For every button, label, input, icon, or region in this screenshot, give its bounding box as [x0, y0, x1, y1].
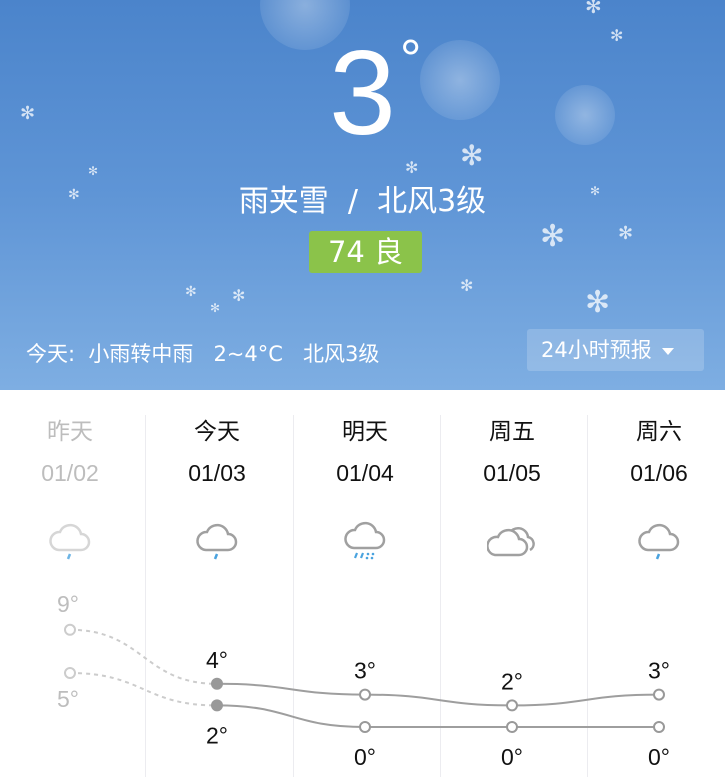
high-label: 3°: [648, 658, 670, 684]
low-point: [653, 721, 665, 733]
light-rain-icon: [49, 523, 91, 560]
day-column[interactable]: 昨天 01/02: [0, 390, 143, 777]
degree-symbol: °: [399, 29, 422, 89]
day-label: 明天: [342, 419, 388, 445]
light-rain-icon: [196, 523, 238, 560]
wind-info: 北风3级: [377, 184, 487, 219]
cloudy-icon: [487, 527, 535, 557]
light-rain-icon: [638, 523, 680, 560]
day-date: 01/04: [336, 460, 394, 486]
day-label: 今天: [194, 419, 240, 445]
high-point: [653, 688, 665, 701]
weather-condition: 雨夹雪: [238, 184, 329, 219]
low-label: 2°: [206, 722, 228, 748]
temperature-chart: 9° 4° 3° 2° 3° 5° 2° 0° 0° 0°: [57, 591, 670, 770]
high-line-segment: [364, 693, 513, 707]
column-divider: [440, 415, 441, 777]
low-point: [64, 667, 76, 679]
high-line-segment: [69, 628, 218, 685]
low-point: [211, 699, 223, 712]
snowflake-icon: ✻: [585, 285, 611, 320]
low-label: 5°: [57, 686, 79, 712]
current-temperature: 3 °: [0, 28, 725, 158]
low-point: [359, 721, 371, 733]
high-point: [64, 623, 76, 636]
snowflake-icon: ✻: [185, 284, 197, 300]
low-point: [506, 721, 518, 733]
day-column[interactable]: 明天 01/04: [292, 390, 438, 777]
separator: /: [347, 184, 358, 219]
aqi-badge[interactable]: 74 良: [309, 231, 422, 273]
snowflake-icon: ✻: [590, 184, 601, 198]
day-label: 周六: [636, 419, 682, 445]
low-label: 0°: [648, 744, 670, 770]
snowflake-icon: ✻: [88, 164, 99, 178]
low-label: 0°: [501, 744, 523, 770]
day-date: 01/03: [188, 460, 246, 486]
snowflake-icon: ✻: [540, 219, 566, 254]
low-line-segment: [216, 704, 366, 728]
high-line-segment: [216, 682, 366, 696]
high-line-segment: [511, 693, 660, 707]
snowflake-icon: ✻: [610, 26, 624, 45]
snowflake-icon: ✻: [210, 301, 221, 315]
snowflake-icon: ✻: [68, 187, 80, 203]
day-date: 01/06: [630, 460, 688, 486]
column-divider: [145, 415, 146, 777]
snowflake-icon: ✻: [585, 0, 602, 18]
column-divider: [293, 415, 294, 777]
day-column[interactable]: 今天 01/03: [144, 390, 290, 777]
temperature-value: 3: [329, 26, 396, 160]
high-label: 4°: [206, 647, 228, 673]
snowflake-icon: ✻: [20, 103, 36, 124]
snowflake-icon: ✻: [460, 139, 484, 172]
high-point: [506, 699, 518, 712]
hourly-forecast-button[interactable]: 24小时预报: [527, 329, 704, 371]
day-label: 周五: [489, 419, 535, 445]
day-column[interactable]: 周六 01/06: [586, 390, 725, 777]
column-divider: [587, 415, 588, 777]
high-label: 3°: [354, 658, 376, 684]
low-label: 0°: [354, 744, 376, 770]
snowflake-icon: ✻: [618, 223, 634, 244]
caret-down-icon: [661, 347, 674, 355]
day-date: 01/05: [483, 460, 541, 486]
snowflake-icon: ✻: [405, 158, 419, 177]
day-date: 01/02: [41, 460, 99, 486]
day-label: 昨天: [47, 419, 93, 445]
snowflake-icon: ✻: [232, 286, 246, 305]
high-label: 9°: [57, 591, 79, 617]
hourly-forecast-label: 24小时预报: [541, 338, 652, 362]
current-weather-panel: ✻ ✻ ✻ ✻ ✻ ✻ ✻ ✻ ✻ ✻ ✻ ✻ ✻ ✻ ✻ 3 ° 雨夹雪 / 北…: [0, 0, 725, 390]
high-point: [359, 688, 371, 701]
sleet-icon: [344, 521, 386, 560]
snowflake-icon: ✻: [460, 276, 474, 295]
high-label: 2°: [501, 668, 523, 694]
light-glow: [420, 40, 500, 120]
condition-line: 雨夹雪 / 北风3级: [0, 176, 725, 220]
high-point: [211, 677, 223, 690]
low-line-segment: [69, 672, 218, 707]
light-glow: [555, 85, 615, 145]
day-column[interactable]: 周五 01/05: [439, 390, 585, 777]
today-summary: 今天: 小雨转中雨 2~4°C 北风3级: [26, 342, 380, 366]
